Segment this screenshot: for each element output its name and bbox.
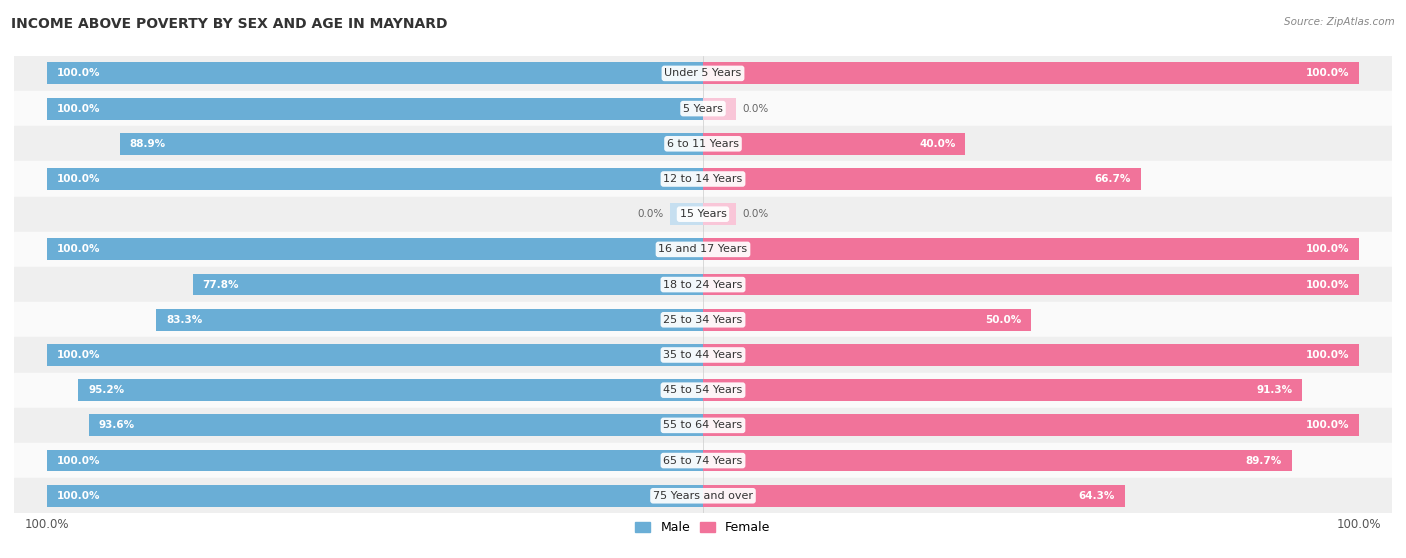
Bar [46,485,703,507]
Text: 100.0%: 100.0% [56,491,100,501]
Text: 100.0%: 100.0% [1306,350,1350,360]
Text: 35 to 44 Years: 35 to 44 Years [664,350,742,360]
Text: 66.7%: 66.7% [1094,174,1130,184]
Bar [703,379,1302,401]
Text: Under 5 Years: Under 5 Years [665,69,741,78]
Bar [703,485,1125,507]
Bar [46,344,703,366]
Text: 93.6%: 93.6% [98,420,135,430]
Bar [671,203,703,225]
Text: 100.0%: 100.0% [56,104,100,114]
Bar [46,168,703,190]
Bar [46,450,703,472]
Bar [703,98,735,119]
Bar [703,273,1360,296]
Bar [14,56,1392,91]
Text: 5 Years: 5 Years [683,104,723,114]
Text: 89.7%: 89.7% [1246,455,1282,465]
Bar [14,232,1392,267]
Bar [703,344,1360,366]
Text: 65 to 74 Years: 65 to 74 Years [664,455,742,465]
Bar [46,238,703,260]
Text: 0.0%: 0.0% [742,209,769,219]
Text: 0.0%: 0.0% [742,104,769,114]
Bar [193,273,703,296]
Text: 45 to 54 Years: 45 to 54 Years [664,385,742,395]
Bar [703,450,1292,472]
Text: Source: ZipAtlas.com: Source: ZipAtlas.com [1284,17,1395,27]
Bar [89,415,703,436]
Text: 100.0%: 100.0% [56,350,100,360]
Bar [14,302,1392,338]
Text: 15 Years: 15 Years [679,209,727,219]
Text: 0.0%: 0.0% [637,209,664,219]
Legend: Male, Female: Male, Female [630,516,776,539]
Text: 88.9%: 88.9% [129,139,166,149]
Bar [703,62,1360,84]
Text: 100.0%: 100.0% [1306,280,1350,290]
Text: 75 Years and over: 75 Years and over [652,491,754,501]
Bar [156,309,703,331]
Text: 55 to 64 Years: 55 to 64 Years [664,420,742,430]
Bar [14,478,1392,513]
Text: 77.8%: 77.8% [202,280,239,290]
Bar [46,62,703,84]
Bar [703,168,1140,190]
Text: 16 and 17 Years: 16 and 17 Years [658,244,748,254]
Text: 18 to 24 Years: 18 to 24 Years [664,280,742,290]
Text: 95.2%: 95.2% [89,385,124,395]
Bar [14,373,1392,408]
Bar [703,203,735,225]
Text: 91.3%: 91.3% [1256,385,1292,395]
Bar [46,98,703,119]
Text: 83.3%: 83.3% [166,315,202,325]
Text: 100.0%: 100.0% [56,244,100,254]
Bar [14,267,1392,302]
Bar [703,238,1360,260]
Bar [120,133,703,155]
Text: 12 to 14 Years: 12 to 14 Years [664,174,742,184]
Text: 25 to 34 Years: 25 to 34 Years [664,315,742,325]
Bar [703,309,1031,331]
Bar [79,379,703,401]
Bar [14,443,1392,478]
Bar [703,133,966,155]
Bar [14,196,1392,232]
Text: 100.0%: 100.0% [1306,244,1350,254]
Text: 50.0%: 50.0% [986,315,1021,325]
Bar [14,338,1392,373]
Text: 100.0%: 100.0% [56,455,100,465]
Bar [14,91,1392,126]
Text: 100.0%: 100.0% [56,174,100,184]
Text: 100.0%: 100.0% [1306,69,1350,78]
Text: 6 to 11 Years: 6 to 11 Years [666,139,740,149]
Bar [14,126,1392,161]
Text: 100.0%: 100.0% [1306,420,1350,430]
Text: 40.0%: 40.0% [920,139,956,149]
Bar [14,408,1392,443]
Bar [703,415,1360,436]
Bar [14,161,1392,196]
Text: 64.3%: 64.3% [1078,491,1115,501]
Text: INCOME ABOVE POVERTY BY SEX AND AGE IN MAYNARD: INCOME ABOVE POVERTY BY SEX AND AGE IN M… [11,17,447,31]
Text: 100.0%: 100.0% [56,69,100,78]
